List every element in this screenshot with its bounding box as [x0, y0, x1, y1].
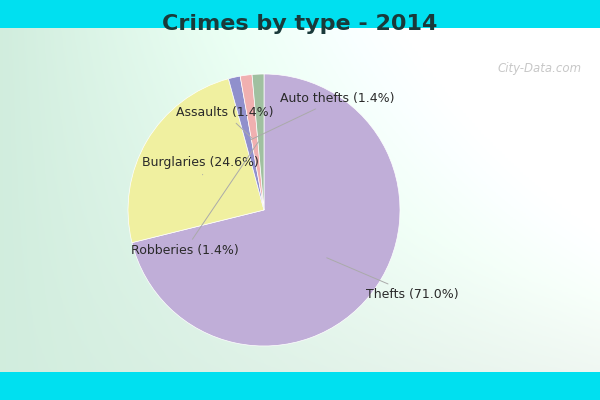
- Text: Thefts (71.0%): Thefts (71.0%): [327, 258, 458, 301]
- Wedge shape: [240, 74, 264, 210]
- Text: Assaults (1.4%): Assaults (1.4%): [176, 106, 273, 138]
- Wedge shape: [132, 74, 400, 346]
- Text: Auto thefts (1.4%): Auto thefts (1.4%): [250, 92, 395, 140]
- Text: City-Data.com: City-Data.com: [498, 62, 582, 75]
- Text: Robberies (1.4%): Robberies (1.4%): [131, 142, 259, 257]
- Wedge shape: [128, 79, 264, 243]
- Wedge shape: [252, 74, 264, 210]
- Text: Crimes by type - 2014: Crimes by type - 2014: [163, 14, 437, 34]
- Wedge shape: [229, 76, 264, 210]
- Text: Burglaries (24.6%): Burglaries (24.6%): [142, 156, 259, 175]
